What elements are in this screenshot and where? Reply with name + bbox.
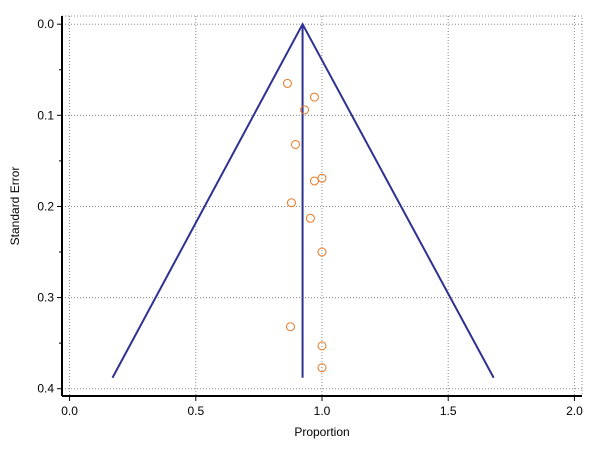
- study-point: [290, 139, 300, 149]
- study-point: [285, 322, 295, 332]
- x-tick-label: 1.5: [440, 404, 457, 418]
- study-point: [305, 213, 315, 223]
- study-point: [309, 92, 319, 102]
- y-axis-label: Standard Error: [8, 167, 22, 246]
- x-tick-label: 0.0: [61, 404, 78, 418]
- study-point: [300, 105, 310, 115]
- study-point: [309, 176, 319, 186]
- x-tick-label: 1.0: [314, 404, 331, 418]
- x-tick-label: 0.5: [187, 404, 204, 418]
- y-tick-label: 0.3: [37, 291, 54, 305]
- study-point: [317, 341, 327, 351]
- y-tick-label: 0.4: [37, 382, 54, 396]
- study-point: [317, 363, 327, 373]
- x-axis-label: Proportion: [294, 425, 349, 439]
- study-point: [282, 78, 292, 88]
- funnel-line: [111, 22, 495, 379]
- y-tick-label: 0.0: [37, 17, 54, 31]
- x-tick-label: 2.0: [566, 404, 583, 418]
- y-tick-label: 0.1: [37, 108, 54, 122]
- y-tick-label: 0.2: [37, 199, 54, 213]
- study-point: [317, 247, 327, 257]
- study-point: [286, 198, 296, 208]
